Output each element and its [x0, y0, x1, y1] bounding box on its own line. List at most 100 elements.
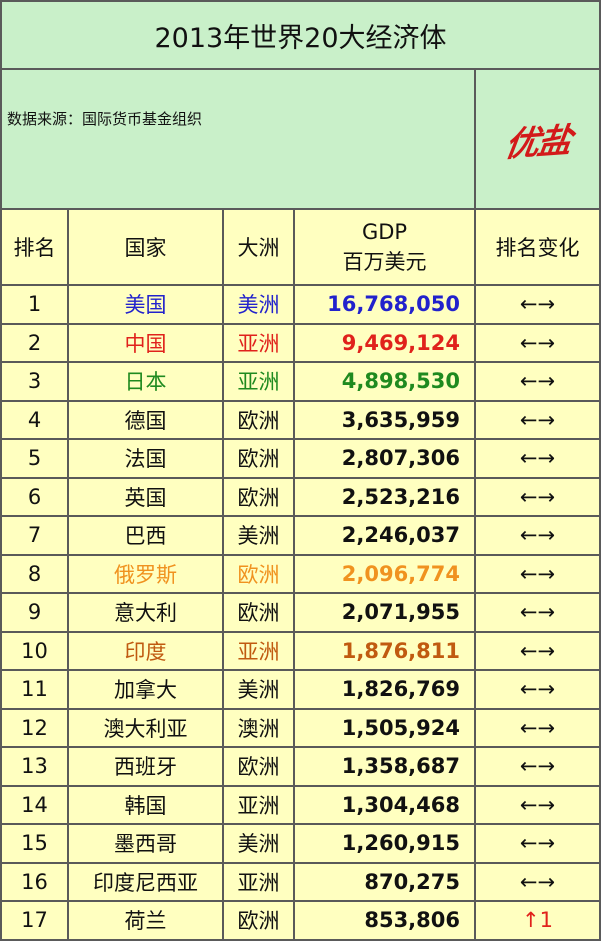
rank-change-cell: ←→: [473, 399, 601, 440]
table-row: 12 澳大利亚 澳洲 1,505,924 ←→: [0, 707, 601, 748]
header-rank-change: 排名变化: [473, 208, 601, 286]
country-cell: 加拿大: [67, 669, 224, 710]
rank-cell: 8: [0, 553, 69, 594]
continent-cell: 亚洲: [222, 861, 295, 902]
rank-change-cell: ←→: [473, 592, 601, 633]
gdp-cell: 2,807,306: [293, 438, 476, 479]
header-country: 国家: [67, 208, 224, 286]
continent-cell: 欧洲: [222, 900, 295, 941]
rank-change-cell: ←→: [473, 823, 601, 864]
rank-cell: 3: [0, 361, 69, 402]
rank-cell: 11: [0, 669, 69, 710]
rank-change-cell: ←→: [473, 322, 601, 363]
gdp-cell: 2,096,774: [293, 553, 476, 594]
country-cell: 西班牙: [67, 746, 224, 787]
rank-cell: 1: [0, 284, 69, 325]
gdp-cell: 9,469,124: [293, 322, 476, 363]
header-gdp-line1: GDP: [361, 220, 408, 244]
continent-cell: 美洲: [222, 669, 295, 710]
country-cell: 荷兰: [67, 900, 224, 941]
rank-change-cell: ←→: [473, 515, 601, 556]
table-row: 11 加拿大 美洲 1,826,769 ←→: [0, 669, 601, 710]
rank-cell: 10: [0, 630, 69, 671]
rank-cell: 13: [0, 746, 69, 787]
continent-cell: 美洲: [222, 823, 295, 864]
country-cell: 印度: [67, 630, 224, 671]
country-cell: 英国: [67, 476, 224, 517]
rank-cell: 14: [0, 784, 69, 825]
country-cell: 德国: [67, 399, 224, 440]
gdp-cell: 4,898,530: [293, 361, 476, 402]
rank-cell: 6: [0, 476, 69, 517]
rank-cell: 16: [0, 861, 69, 902]
gdp-cell: 2,246,037: [293, 515, 476, 556]
table-row: 14 韩国 亚洲 1,304,468 ←→: [0, 784, 601, 825]
rank-cell: 12: [0, 707, 69, 748]
rank-cell: 9: [0, 592, 69, 633]
data-source-text: 数据来源：国际货币基金组织: [7, 110, 203, 128]
gdp-cell: 2,523,216: [293, 476, 476, 517]
table-row: 6 英国 欧洲 2,523,216 ←→: [0, 476, 601, 517]
continent-cell: 美洲: [222, 515, 295, 556]
table-row: 5 法国 欧洲 2,807,306 ←→: [0, 438, 601, 479]
continent-cell: 欧洲: [222, 553, 295, 594]
rank-change-cell: ←→: [473, 746, 601, 787]
gdp-cell: 1,260,915: [293, 823, 476, 864]
rank-change-cell: ↑1: [473, 900, 601, 941]
country-cell: 墨西哥: [67, 823, 224, 864]
continent-cell: 澳洲: [222, 707, 295, 748]
gdp-cell: 1,358,687: [293, 746, 476, 787]
rank-cell: 5: [0, 438, 69, 479]
gdp-cell: 1,876,811: [293, 630, 476, 671]
country-cell: 日本: [67, 361, 224, 402]
table-row: 17 荷兰 欧洲 853,806 ↑1: [0, 900, 601, 941]
rank-change-cell: ←→: [473, 784, 601, 825]
rank-change-cell: ←→: [473, 284, 601, 325]
header-gdp: GDP 百万美元: [293, 208, 476, 286]
table-title: 2013年世界20大经济体: [0, 0, 601, 70]
gdp-cell: 1,505,924: [293, 707, 476, 748]
gdp-cell: 1,304,468: [293, 784, 476, 825]
table-row: 10 印度 亚洲 1,876,811 ←→: [0, 630, 601, 671]
country-cell: 俄罗斯: [67, 553, 224, 594]
rank-cell: 15: [0, 823, 69, 864]
continent-cell: 欧洲: [222, 438, 295, 479]
rank-cell: 7: [0, 515, 69, 556]
country-cell: 意大利: [67, 592, 224, 633]
gdp-cell: 2,071,955: [293, 592, 476, 633]
country-cell: 法国: [67, 438, 224, 479]
header-continent: 大洲: [222, 208, 295, 286]
gdp-cell: 3,635,959: [293, 399, 476, 440]
gdp-cell: 870,275: [293, 861, 476, 902]
table-row: 7 巴西 美洲 2,246,037 ←→: [0, 515, 601, 556]
rank-change-cell: ←→: [473, 861, 601, 902]
rank-cell: 17: [0, 900, 69, 941]
continent-cell: 欧洲: [222, 476, 295, 517]
continent-cell: 亚洲: [222, 784, 295, 825]
table-row: 15 墨西哥 美洲 1,260,915 ←→: [0, 823, 601, 864]
country-cell: 韩国: [67, 784, 224, 825]
country-cell: 美国: [67, 284, 224, 325]
table-row: 2 中国 亚洲 9,469,124 ←→: [0, 322, 601, 363]
header-gdp-line2: 百万美元: [342, 250, 427, 274]
continent-cell: 欧洲: [222, 746, 295, 787]
table-row: 9 意大利 欧洲 2,071,955 ←→: [0, 592, 601, 633]
continent-cell: 亚洲: [222, 322, 295, 363]
continent-cell: 亚洲: [222, 361, 295, 402]
gdp-cell: 1,826,769: [293, 669, 476, 710]
table-row: 4 德国 欧洲 3,635,959 ←→: [0, 399, 601, 440]
table-row: 1 美国 美洲 16,768,050 ←→: [0, 284, 601, 325]
country-cell: 澳大利亚: [67, 707, 224, 748]
table-row: 3 日本 亚洲 4,898,530 ←→: [0, 361, 601, 402]
table-row: 16 印度尼西亚 亚洲 870,275 ←→: [0, 861, 601, 902]
continent-cell: 美洲: [222, 284, 295, 325]
rank-change-cell: ←→: [473, 630, 601, 671]
gdp-cell: 16,768,050: [293, 284, 476, 325]
rank-change-cell: ←→: [473, 476, 601, 517]
rank-change-cell: ←→: [473, 438, 601, 479]
continent-cell: 欧洲: [222, 399, 295, 440]
continent-cell: 欧洲: [222, 592, 295, 633]
rank-change-cell: ←→: [473, 553, 601, 594]
rank-change-cell: ←→: [473, 669, 601, 710]
